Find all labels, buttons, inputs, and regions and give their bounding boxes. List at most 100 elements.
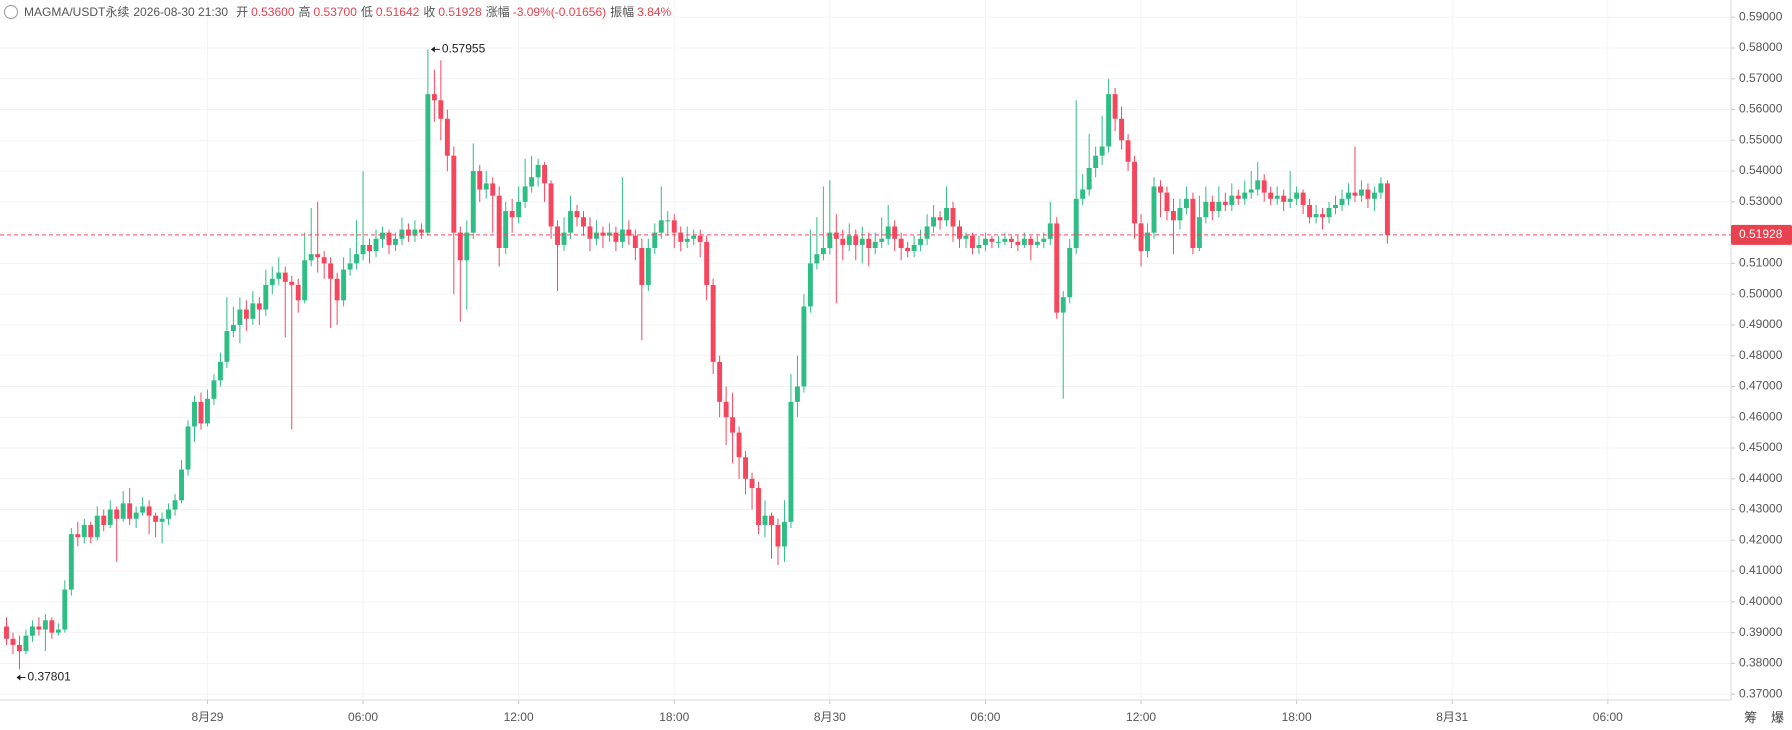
candle-body xyxy=(328,263,334,279)
candle-body xyxy=(645,248,651,285)
y-tick-label: 0.58000 xyxy=(1739,40,1783,54)
candle-body xyxy=(840,238,846,245)
y-tick-label: 0.45000 xyxy=(1739,440,1783,454)
candle-body xyxy=(613,232,619,242)
candle-body xyxy=(1015,241,1021,245)
candle-body xyxy=(593,232,599,239)
y-tick-label: 0.51000 xyxy=(1739,256,1783,270)
stat-label: 开 xyxy=(236,5,249,19)
candle-body xyxy=(1196,217,1202,248)
price-tag xyxy=(1731,224,1792,245)
candle-body xyxy=(807,263,813,307)
candle-body xyxy=(1158,186,1163,193)
y-tick-label: 0.46000 xyxy=(1739,409,1783,423)
candle-body xyxy=(678,232,684,242)
candle-body xyxy=(1248,189,1254,193)
candle-body xyxy=(885,226,891,239)
candle-body xyxy=(217,361,223,381)
candle-body xyxy=(963,235,969,239)
candle-body xyxy=(23,635,29,652)
candle-body xyxy=(373,238,379,252)
tool-button[interactable]: 筹 xyxy=(1743,710,1757,725)
candle-body xyxy=(1177,208,1183,221)
candle-body xyxy=(736,432,742,458)
candle-body xyxy=(1229,195,1235,205)
candle-body xyxy=(36,626,42,630)
candle-body xyxy=(1041,238,1047,242)
candle-body xyxy=(684,238,690,242)
candle-body xyxy=(561,232,567,245)
candle-body xyxy=(341,269,347,301)
candle-body xyxy=(1378,183,1384,193)
candle-body xyxy=(88,524,94,538)
candle-body xyxy=(224,331,230,362)
candle-body xyxy=(970,235,975,248)
candle-body xyxy=(172,500,178,510)
candle-body xyxy=(931,217,937,227)
candle-body xyxy=(380,232,385,239)
candle-body xyxy=(905,248,911,252)
candle-body xyxy=(386,232,392,245)
candle-body xyxy=(775,524,781,547)
candle-body xyxy=(146,506,152,516)
stat-value: 0.53700 xyxy=(313,5,357,19)
candle-body xyxy=(1034,241,1040,245)
candle-body xyxy=(1112,94,1118,119)
candle-body xyxy=(898,238,904,248)
y-tick-label: 0.55000 xyxy=(1739,132,1783,146)
candle-body xyxy=(859,238,865,245)
candle-body xyxy=(516,201,522,218)
stat-label: 高 xyxy=(298,5,311,19)
candle-body xyxy=(1138,223,1144,252)
x-tick-label: 18:00 xyxy=(1282,710,1312,724)
candle-body xyxy=(211,380,217,399)
candle-body xyxy=(1300,192,1306,205)
candle-body xyxy=(639,248,645,285)
candle-body xyxy=(425,94,431,233)
min-arrow-head xyxy=(16,674,21,681)
candle-body xyxy=(263,284,269,310)
x-tick-label: 8月31 xyxy=(1436,710,1468,724)
candle-body xyxy=(140,506,146,513)
x-tick-label: 06:00 xyxy=(348,710,378,724)
candle-body xyxy=(490,183,496,196)
candle-body xyxy=(496,195,502,248)
candle-body xyxy=(691,235,697,239)
min-label: 0.37801 xyxy=(27,670,71,684)
candle-body xyxy=(94,515,100,538)
y-tick-label: 0.56000 xyxy=(1739,102,1783,116)
candle-body xyxy=(4,626,9,639)
candle-body xyxy=(723,401,729,418)
candle-body xyxy=(444,118,450,156)
candle-body xyxy=(1371,192,1377,199)
stat-value: 0.51642 xyxy=(375,5,420,19)
candle-body xyxy=(1216,201,1222,212)
candle-body xyxy=(10,638,16,645)
candle-body xyxy=(743,457,749,479)
candle-body xyxy=(1099,146,1105,156)
candle-body xyxy=(801,306,807,387)
candle-body xyxy=(1170,211,1176,221)
candle-body xyxy=(820,248,826,255)
candle-body xyxy=(393,238,398,245)
y-tick-label: 0.44000 xyxy=(1739,471,1783,485)
candle-body xyxy=(1067,248,1073,298)
candle-body xyxy=(16,644,22,652)
candle-body xyxy=(276,272,282,279)
candle-body xyxy=(749,478,755,488)
candle-body xyxy=(989,238,995,242)
candle-body xyxy=(1268,192,1274,199)
candle-body xyxy=(1261,180,1267,193)
y-tick-label: 0.38000 xyxy=(1739,656,1783,670)
candle-body xyxy=(295,284,301,301)
candle-body xyxy=(619,229,625,242)
collapse-icon[interactable] xyxy=(4,4,18,19)
candle-body xyxy=(1145,232,1150,252)
candle-body xyxy=(950,208,956,227)
candle-body xyxy=(256,303,262,310)
tool-button[interactable]: 爆 xyxy=(1770,710,1784,725)
candle-body xyxy=(438,100,444,119)
candle-body xyxy=(769,515,774,525)
candle-body xyxy=(114,509,120,519)
